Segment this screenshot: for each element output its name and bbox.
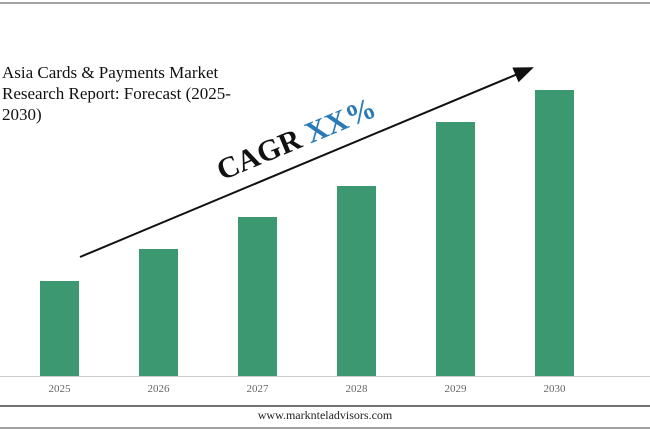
bar: [436, 122, 475, 376]
cagr-value: XX%: [300, 91, 380, 150]
x-tick-label: 2028: [346, 383, 369, 395]
x-tick-label: 2029: [445, 383, 468, 395]
x-tick-label: 2027: [247, 383, 270, 395]
bar: [337, 186, 376, 376]
bar: [238, 217, 277, 376]
bar: [40, 281, 79, 376]
x-tick-label: 2026: [148, 383, 171, 395]
chart-title: Asia Cards & Payments Market Research Re…: [2, 63, 231, 124]
bar: [535, 90, 574, 376]
trend-arrow: [79, 67, 534, 258]
cagr-label: CAGR: [212, 122, 307, 187]
x-tick-label: 2025: [49, 383, 72, 395]
footer-url: www.marknteladvisors.com: [258, 408, 393, 422]
bar: [139, 249, 178, 376]
x-tick-label: 2030: [544, 383, 567, 395]
